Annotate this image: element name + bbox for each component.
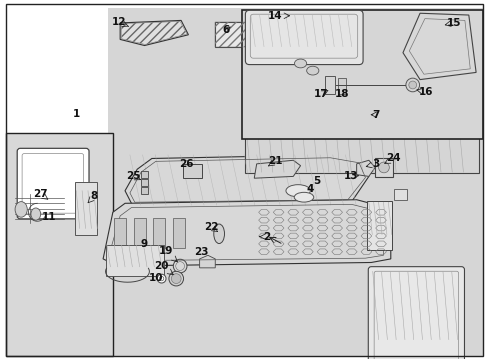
Ellipse shape — [15, 202, 27, 217]
Bar — [133, 219, 145, 248]
Bar — [366, 201, 391, 249]
Text: 11: 11 — [42, 212, 57, 221]
Bar — [141, 179, 148, 186]
Bar — [215, 22, 246, 47]
Bar — [393, 189, 407, 200]
Bar — [141, 171, 148, 178]
FancyBboxPatch shape — [245, 10, 362, 64]
Bar — [114, 219, 126, 248]
Text: 2: 2 — [262, 232, 269, 242]
Text: 5: 5 — [312, 176, 320, 186]
Bar — [242, 10, 483, 139]
Bar — [5, 134, 113, 356]
Polygon shape — [103, 200, 390, 266]
Ellipse shape — [171, 274, 181, 283]
Text: 19: 19 — [158, 246, 172, 256]
Ellipse shape — [408, 81, 416, 89]
Polygon shape — [125, 155, 368, 205]
Ellipse shape — [306, 66, 318, 75]
Bar — [172, 219, 184, 248]
Text: 16: 16 — [418, 87, 432, 97]
Text: 21: 21 — [267, 156, 282, 166]
Text: 24: 24 — [386, 153, 400, 163]
Ellipse shape — [159, 276, 163, 281]
Bar — [325, 76, 334, 94]
Ellipse shape — [157, 274, 165, 283]
Ellipse shape — [168, 271, 183, 286]
FancyBboxPatch shape — [17, 148, 89, 219]
Ellipse shape — [378, 162, 388, 173]
Text: 8: 8 — [90, 191, 98, 201]
Polygon shape — [254, 160, 300, 178]
Ellipse shape — [294, 192, 313, 202]
Polygon shape — [120, 21, 188, 45]
Bar — [108, 8, 483, 356]
Bar — [153, 219, 165, 248]
Bar — [374, 158, 392, 177]
Text: 17: 17 — [314, 89, 328, 99]
Text: 27: 27 — [33, 189, 48, 199]
Polygon shape — [402, 13, 475, 80]
Ellipse shape — [294, 59, 306, 68]
Ellipse shape — [405, 78, 419, 92]
Bar — [105, 244, 163, 276]
Text: 15: 15 — [446, 18, 461, 28]
Text: 9: 9 — [141, 239, 148, 249]
Bar — [243, 11, 482, 138]
Ellipse shape — [31, 208, 41, 220]
Bar — [182, 164, 202, 178]
Text: 4: 4 — [306, 184, 313, 194]
Text: 14: 14 — [267, 11, 282, 21]
Bar — [215, 22, 246, 47]
Polygon shape — [356, 160, 374, 176]
Text: 1: 1 — [73, 109, 80, 119]
Text: 12: 12 — [111, 17, 126, 27]
Ellipse shape — [173, 259, 186, 273]
Text: 6: 6 — [222, 25, 229, 35]
Text: 3: 3 — [372, 159, 379, 169]
Text: 23: 23 — [194, 247, 208, 257]
Bar — [0, 1, 105, 134]
Text: 22: 22 — [203, 222, 218, 232]
Ellipse shape — [213, 224, 224, 243]
Bar — [75, 182, 97, 235]
Ellipse shape — [285, 185, 310, 197]
Text: 20: 20 — [154, 261, 168, 271]
Bar — [337, 78, 345, 94]
FancyBboxPatch shape — [367, 267, 464, 360]
Polygon shape — [244, 135, 478, 173]
Text: 26: 26 — [179, 159, 193, 169]
Text: 7: 7 — [372, 110, 379, 120]
Text: 13: 13 — [343, 171, 357, 181]
Text: 25: 25 — [126, 171, 140, 181]
Bar — [141, 187, 148, 194]
Polygon shape — [199, 255, 215, 268]
Text: 10: 10 — [148, 273, 163, 283]
Text: 18: 18 — [334, 89, 348, 99]
